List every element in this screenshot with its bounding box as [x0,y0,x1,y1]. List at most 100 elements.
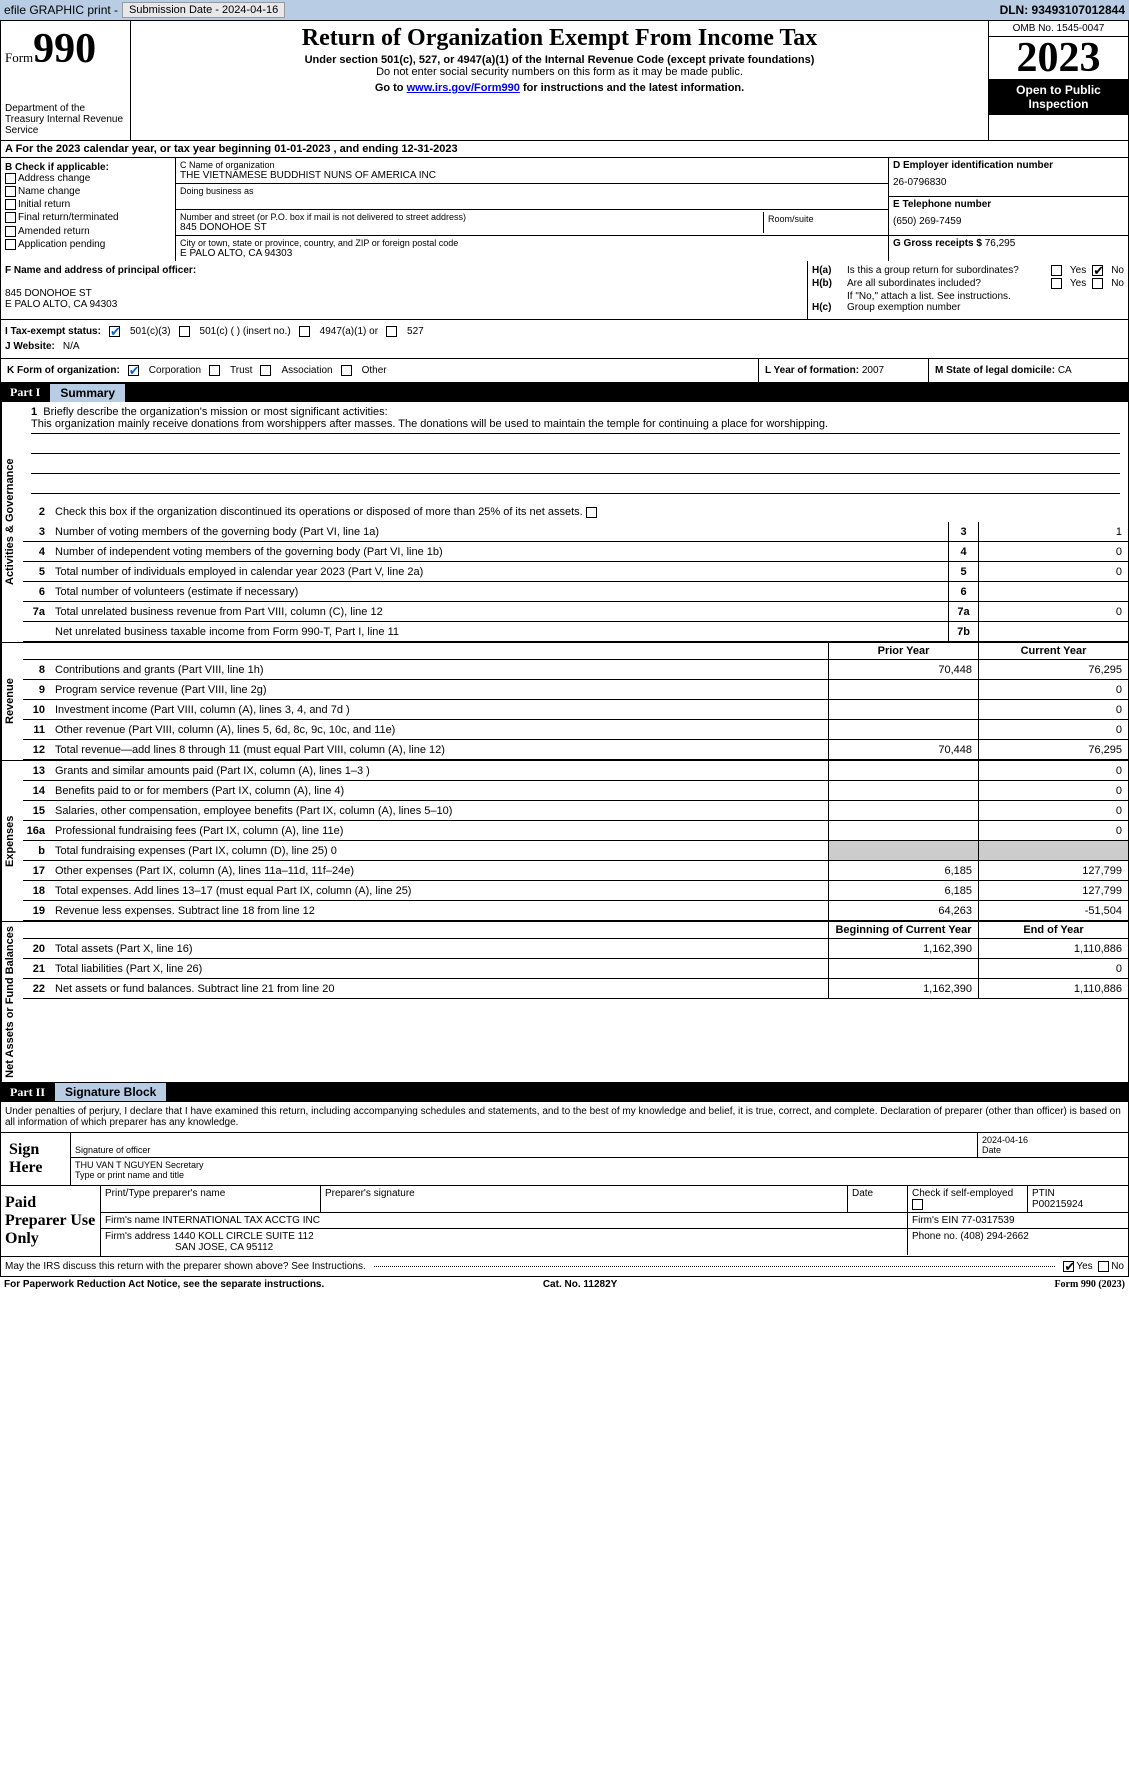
sign-here-block: Sign Here Signature of officer 2024-04-1… [0,1133,1129,1186]
discuss-text: May the IRS discuss this return with the… [5,1261,366,1272]
row-l-label: L Year of formation: [765,365,862,376]
hb-question: Are all subordinates included? [847,278,1051,289]
v7a: 0 [978,602,1128,621]
expenses-group: Expenses 13Grants and similar amounts pa… [0,761,1129,922]
l6-text: Total number of volunteers (estimate if … [51,584,948,600]
hdr-end: End of Year [978,922,1128,938]
form-word: Form [5,50,33,65]
sign-here-label: Sign Here [1,1133,71,1185]
tel-label: E Telephone number [893,199,1124,210]
cb-assoc[interactable] [260,365,271,376]
form-header: Form990 Department of the Treasury Inter… [0,20,1129,141]
goto-prefix: Go to [375,82,407,94]
cb-hb-yes[interactable] [1051,278,1062,289]
cb-hb-no[interactable] [1092,278,1103,289]
tab-netassets: Net Assets or Fund Balances [1,922,23,1082]
cb-amended[interactable] [5,226,16,237]
cb-501c3[interactable] [109,326,120,337]
v3: 1 [978,522,1128,541]
cb-discontinued[interactable] [586,507,597,518]
hc-label: H(c) [812,302,847,313]
cb-discuss-no[interactable] [1098,1261,1109,1272]
cb-application-pending[interactable] [5,239,16,250]
org-name: THE VIETNAMESE BUDDHIST NUNS OF AMERICA … [180,170,884,181]
gross-label: G Gross receipts $ [893,238,985,249]
row-m-label: M State of legal domicile: [935,365,1058,376]
cb-address-change[interactable] [5,173,16,184]
ein-label: D Employer identification number [893,160,1124,171]
part2-num: Part II [0,1083,55,1102]
l1-label: Briefly describe the organization's miss… [43,406,387,418]
tab-expenses: Expenses [1,761,23,921]
col-f-officer: F Name and address of principal officer:… [1,261,808,319]
row-i-label: I Tax-exempt status: [5,326,101,337]
cb-self-employed[interactable] [912,1199,923,1210]
cb-501c[interactable] [179,326,190,337]
col-b-checkboxes: B Check if applicable: Address change Na… [1,158,176,261]
officer-name-title: THU VAN T NGUYEN Secretary [75,1160,204,1170]
discuss-row: May the IRS discuss this return with the… [0,1257,1129,1277]
mission-text: This organization mainly receive donatio… [31,418,1120,434]
cb-ha-no[interactable] [1092,265,1103,276]
part1-num: Part I [0,383,50,402]
l4-text: Number of independent voting members of … [51,544,948,560]
footer-mid: Cat. No. 11282Y [543,1279,617,1290]
cb-trust[interactable] [209,365,220,376]
goto-suffix: for instructions and the latest informat… [520,82,744,94]
l7b-text: Net unrelated business taxable income fr… [51,624,948,640]
col-h-group: H(a) Is this a group return for subordin… [808,261,1128,319]
subtitle-1: Under section 501(c), 527, or 4947(a)(1)… [141,54,978,66]
hdr-curr: Current Year [978,643,1128,659]
city-label: City or town, state or province, country… [180,238,884,248]
section-klm: K Form of organization: Corporation Trus… [0,359,1129,383]
dln-label: DLN: 93493107012844 [1000,3,1125,17]
tax-year: 2023 [989,37,1128,79]
l3-text: Number of voting members of the governin… [51,524,948,540]
dba-label: Doing business as [180,186,884,196]
row-j-label: J Website: [5,341,55,352]
cb-initial-return[interactable] [5,199,16,210]
year-formation: 2007 [862,365,884,376]
tel-value: (650) 269-7459 [893,210,1124,233]
col-c-org-info: C Name of organization THE VIETNAMESE BU… [176,158,888,261]
cb-discuss-yes[interactable] [1063,1261,1074,1272]
cb-name-change[interactable] [5,186,16,197]
footer-right: Form 990 (2023) [1054,1279,1125,1290]
cb-4947[interactable] [299,326,310,337]
cb-final-return[interactable] [5,212,16,223]
row-k-label: K Form of organization: [7,365,120,376]
section-ij: I Tax-exempt status: 501(c)(3) 501(c) ( … [0,320,1129,359]
cb-ha-yes[interactable] [1051,265,1062,276]
cb-other[interactable] [341,365,352,376]
irs-link[interactable]: www.irs.gov/Form990 [407,82,520,94]
paid-preparer-label: Paid Preparer Use Only [1,1186,101,1256]
declaration-text: Under penalties of perjury, I declare th… [0,1102,1129,1133]
street-value: 845 DONOHOE ST [180,222,763,233]
part2-title: Signature Block [55,1083,166,1101]
firm-ein: 77-0317539 [961,1215,1014,1226]
v6 [978,582,1128,601]
tab-revenue: Revenue [1,643,23,760]
state-domicile: CA [1058,365,1072,376]
part1-header: Part I Summary [0,383,1129,402]
part2-header: Part II Signature Block [0,1083,1129,1102]
v5: 0 [978,562,1128,581]
submission-button[interactable]: Submission Date - 2024-04-16 [122,2,285,18]
cb-527[interactable] [386,326,397,337]
officer-addr1: 845 DONOHOE ST [5,288,803,299]
revenue-group: Revenue Prior YearCurrent Year 8Contribu… [0,643,1129,761]
hdr-begin: Beginning of Current Year [828,922,978,938]
city-value: E PALO ALTO, CA 94303 [180,248,884,259]
hb-label: H(b) [812,278,847,289]
website-value: N/A [63,341,80,352]
l7a-text: Total unrelated business revenue from Pa… [51,604,948,620]
footer-left: For Paperwork Reduction Act Notice, see … [4,1279,324,1290]
firm-name: INTERNATIONAL TAX ACCTG INC [162,1215,319,1226]
gross-value: 76,295 [985,238,1016,249]
l5-text: Total number of individuals employed in … [51,564,948,580]
v4: 0 [978,542,1128,561]
cb-corp[interactable] [128,365,139,376]
firm-addr2: SAN JOSE, CA 95112 [105,1242,273,1253]
section-fh: F Name and address of principal officer:… [0,261,1129,320]
form-number: 990 [33,26,96,72]
